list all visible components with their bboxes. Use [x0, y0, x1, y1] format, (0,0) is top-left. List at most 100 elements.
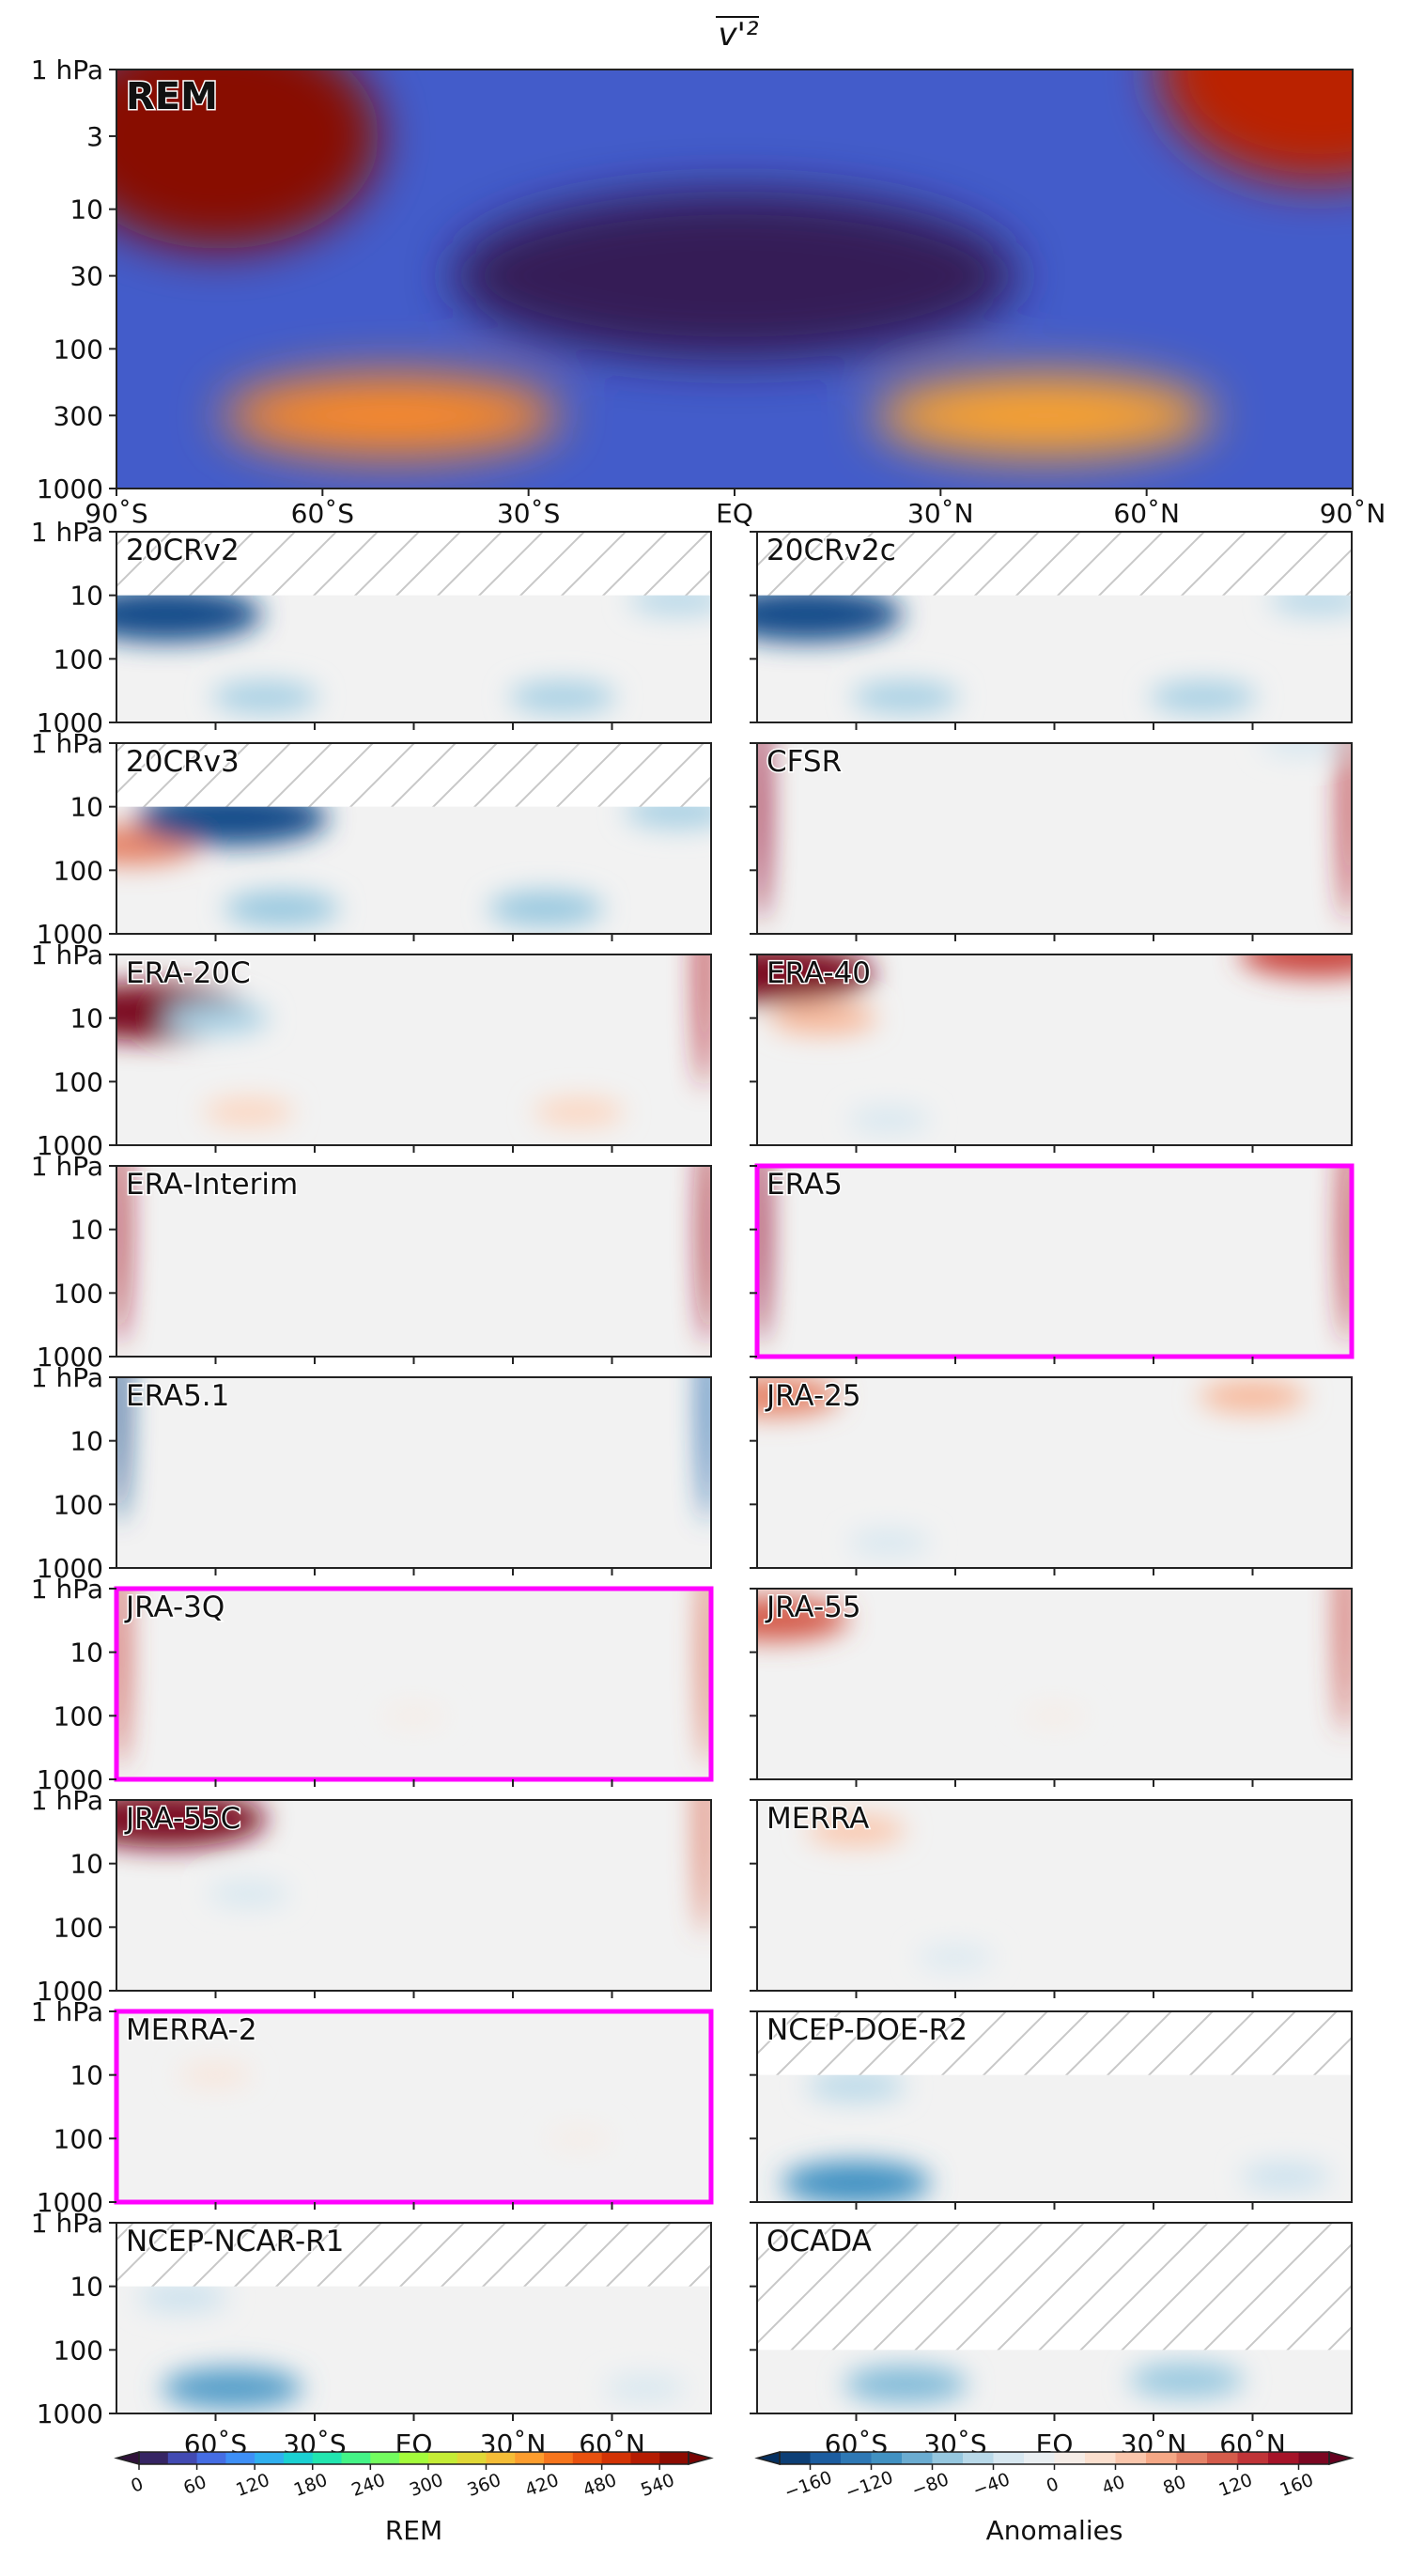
- colorbar-segment: [810, 2452, 842, 2464]
- data-feature: [453, 191, 1016, 361]
- missing-data-hatch: [757, 532, 1352, 596]
- colorbar-segment: [225, 2452, 255, 2464]
- data-feature: [696, 1800, 711, 1934]
- y-tick-label: 30: [70, 261, 103, 292]
- panel-title: CFSR: [766, 745, 842, 779]
- data-feature: [1340, 743, 1352, 922]
- y-tick-label: 1 hPa: [31, 517, 103, 548]
- data-feature: [844, 2366, 968, 2403]
- y-tick-label: 100: [54, 2123, 103, 2154]
- colorbar-segment: [312, 2452, 343, 2464]
- data-feature: [137, 2283, 228, 2312]
- data-feature: [534, 1097, 625, 1126]
- colorbar-extend-min: [754, 2451, 781, 2465]
- y-tick-label: 10: [70, 2060, 103, 2091]
- data-feature: [782, 2161, 931, 2202]
- y-tick-label: 100: [54, 1278, 103, 1309]
- y-tick-label: 1000: [37, 473, 103, 504]
- data-feature: [116, 1589, 128, 1767]
- colorbar-segment: [871, 2452, 903, 2464]
- missing-data-hatch: [116, 743, 711, 807]
- panel-ncep-doe-r2: NCEP-DOE-R2: [750, 2010, 1353, 2210]
- missing-data-hatch: [116, 532, 711, 596]
- data-feature: [1158, 70, 1353, 182]
- y-tick-label: 10: [70, 1215, 103, 1246]
- y-tick-label: 10: [70, 194, 103, 225]
- data-feature: [1261, 743, 1343, 756]
- data-feature: [1240, 2163, 1331, 2191]
- colorbar-tick-label: 120: [233, 2470, 272, 2501]
- panel-title: 20CRv2c: [766, 534, 896, 567]
- x-tick-label: EQ: [716, 498, 753, 529]
- y-tick-label: 1000: [37, 1764, 103, 1795]
- panel-background: [757, 743, 1352, 934]
- colorbar-extend-min: [114, 2451, 140, 2465]
- panel-merra-2: MERRA-2 1 hPa 10 100 1000: [31, 1996, 714, 2218]
- data-feature: [1340, 1166, 1352, 1344]
- data-feature: [1199, 1380, 1307, 1413]
- panel-jra-25: JRA-25: [750, 1376, 1353, 1575]
- y-tick-label: 10: [70, 581, 103, 612]
- y-tick-label: 1 hPa: [31, 728, 103, 759]
- y-tick-label: 1 hPa: [31, 1574, 103, 1605]
- colorbar-tick-label: 0: [1044, 2474, 1061, 2497]
- data-feature: [807, 2071, 906, 2102]
- colorbar-segment: [1176, 2452, 1208, 2464]
- colorbar-segment: [283, 2452, 314, 2464]
- colorbar-segment: [1237, 2452, 1269, 2464]
- panel-background: [116, 1166, 711, 1357]
- panel-title: MERRA-2: [126, 2013, 257, 2047]
- panel-jra-3q: JRA-3Q 1 hPa 10 100 1000: [31, 1574, 714, 1795]
- y-tick-label: 100: [54, 1700, 103, 1731]
- colorbar-rem: 0 60 120 180 240 300 360 420 480 540 REM: [114, 2451, 714, 2546]
- colorbar-tick-label: −120: [843, 2467, 896, 2504]
- data-feature: [224, 891, 340, 926]
- colorbar-tick-label: 420: [522, 2470, 562, 2501]
- panel-era5: ERA5: [750, 1163, 1355, 1364]
- colorbar-segment: [841, 2452, 873, 2464]
- y-tick-label: 100: [54, 1912, 103, 1943]
- colorbar-extend-max: [688, 2451, 714, 2465]
- colorbar-segment: [601, 2452, 632, 2464]
- y-tick-label: 1000: [37, 1976, 103, 2007]
- data-feature: [178, 2063, 253, 2087]
- colorbar-segment: [932, 2452, 964, 2464]
- colorbar-segment: [902, 2452, 934, 2464]
- missing-data-hatch: [757, 2011, 1352, 2075]
- panel-background: [116, 1589, 711, 1779]
- y-tick-label: 1 hPa: [31, 939, 103, 970]
- data-feature: [807, 1815, 906, 1846]
- colorbar-segment: [341, 2452, 371, 2464]
- y-tick-label: 1 hPa: [31, 54, 103, 85]
- panel-title: MERRA: [766, 1802, 869, 1836]
- panel-era5-1: ERA5.1 1 hPa 10 100 1000: [31, 1362, 712, 1584]
- colorbar-segment: [544, 2452, 574, 2464]
- colorbar-segment: [427, 2452, 458, 2464]
- panel-title: 20CRv2: [126, 534, 240, 567]
- data-feature: [116, 586, 262, 643]
- data-feature: [1022, 1705, 1087, 1727]
- panel-20crv2: 20CRv2 1 hPa 10 100 1000: [31, 517, 712, 738]
- x-tick-label: 30˚S: [497, 498, 560, 529]
- colorbar-segment: [1115, 2452, 1147, 2464]
- data-feature: [116, 70, 379, 249]
- panel-title: OCADA: [766, 2225, 872, 2258]
- colorbar-segment: [196, 2452, 226, 2464]
- x-tick-label: 90˚N: [1320, 498, 1386, 529]
- panel-title: 20CRv3: [126, 745, 240, 779]
- data-feature: [162, 2367, 303, 2410]
- colorbar-segment: [370, 2452, 400, 2464]
- colorbar-segment: [1207, 2452, 1239, 2464]
- y-tick-label: 1 hPa: [31, 2208, 103, 2239]
- colorbar-segment: [167, 2452, 198, 2464]
- panel-era-40: ERA-40: [750, 954, 1353, 1153]
- data-feature: [696, 954, 711, 1089]
- data-feature: [757, 586, 903, 643]
- data-feature: [700, 1377, 711, 1523]
- y-tick-label: 10: [70, 1849, 103, 1880]
- colorbar-tick-label: 160: [1277, 2470, 1317, 2501]
- figure-title: v'²: [718, 16, 758, 54]
- x-tick-label: 60˚N: [1113, 498, 1180, 529]
